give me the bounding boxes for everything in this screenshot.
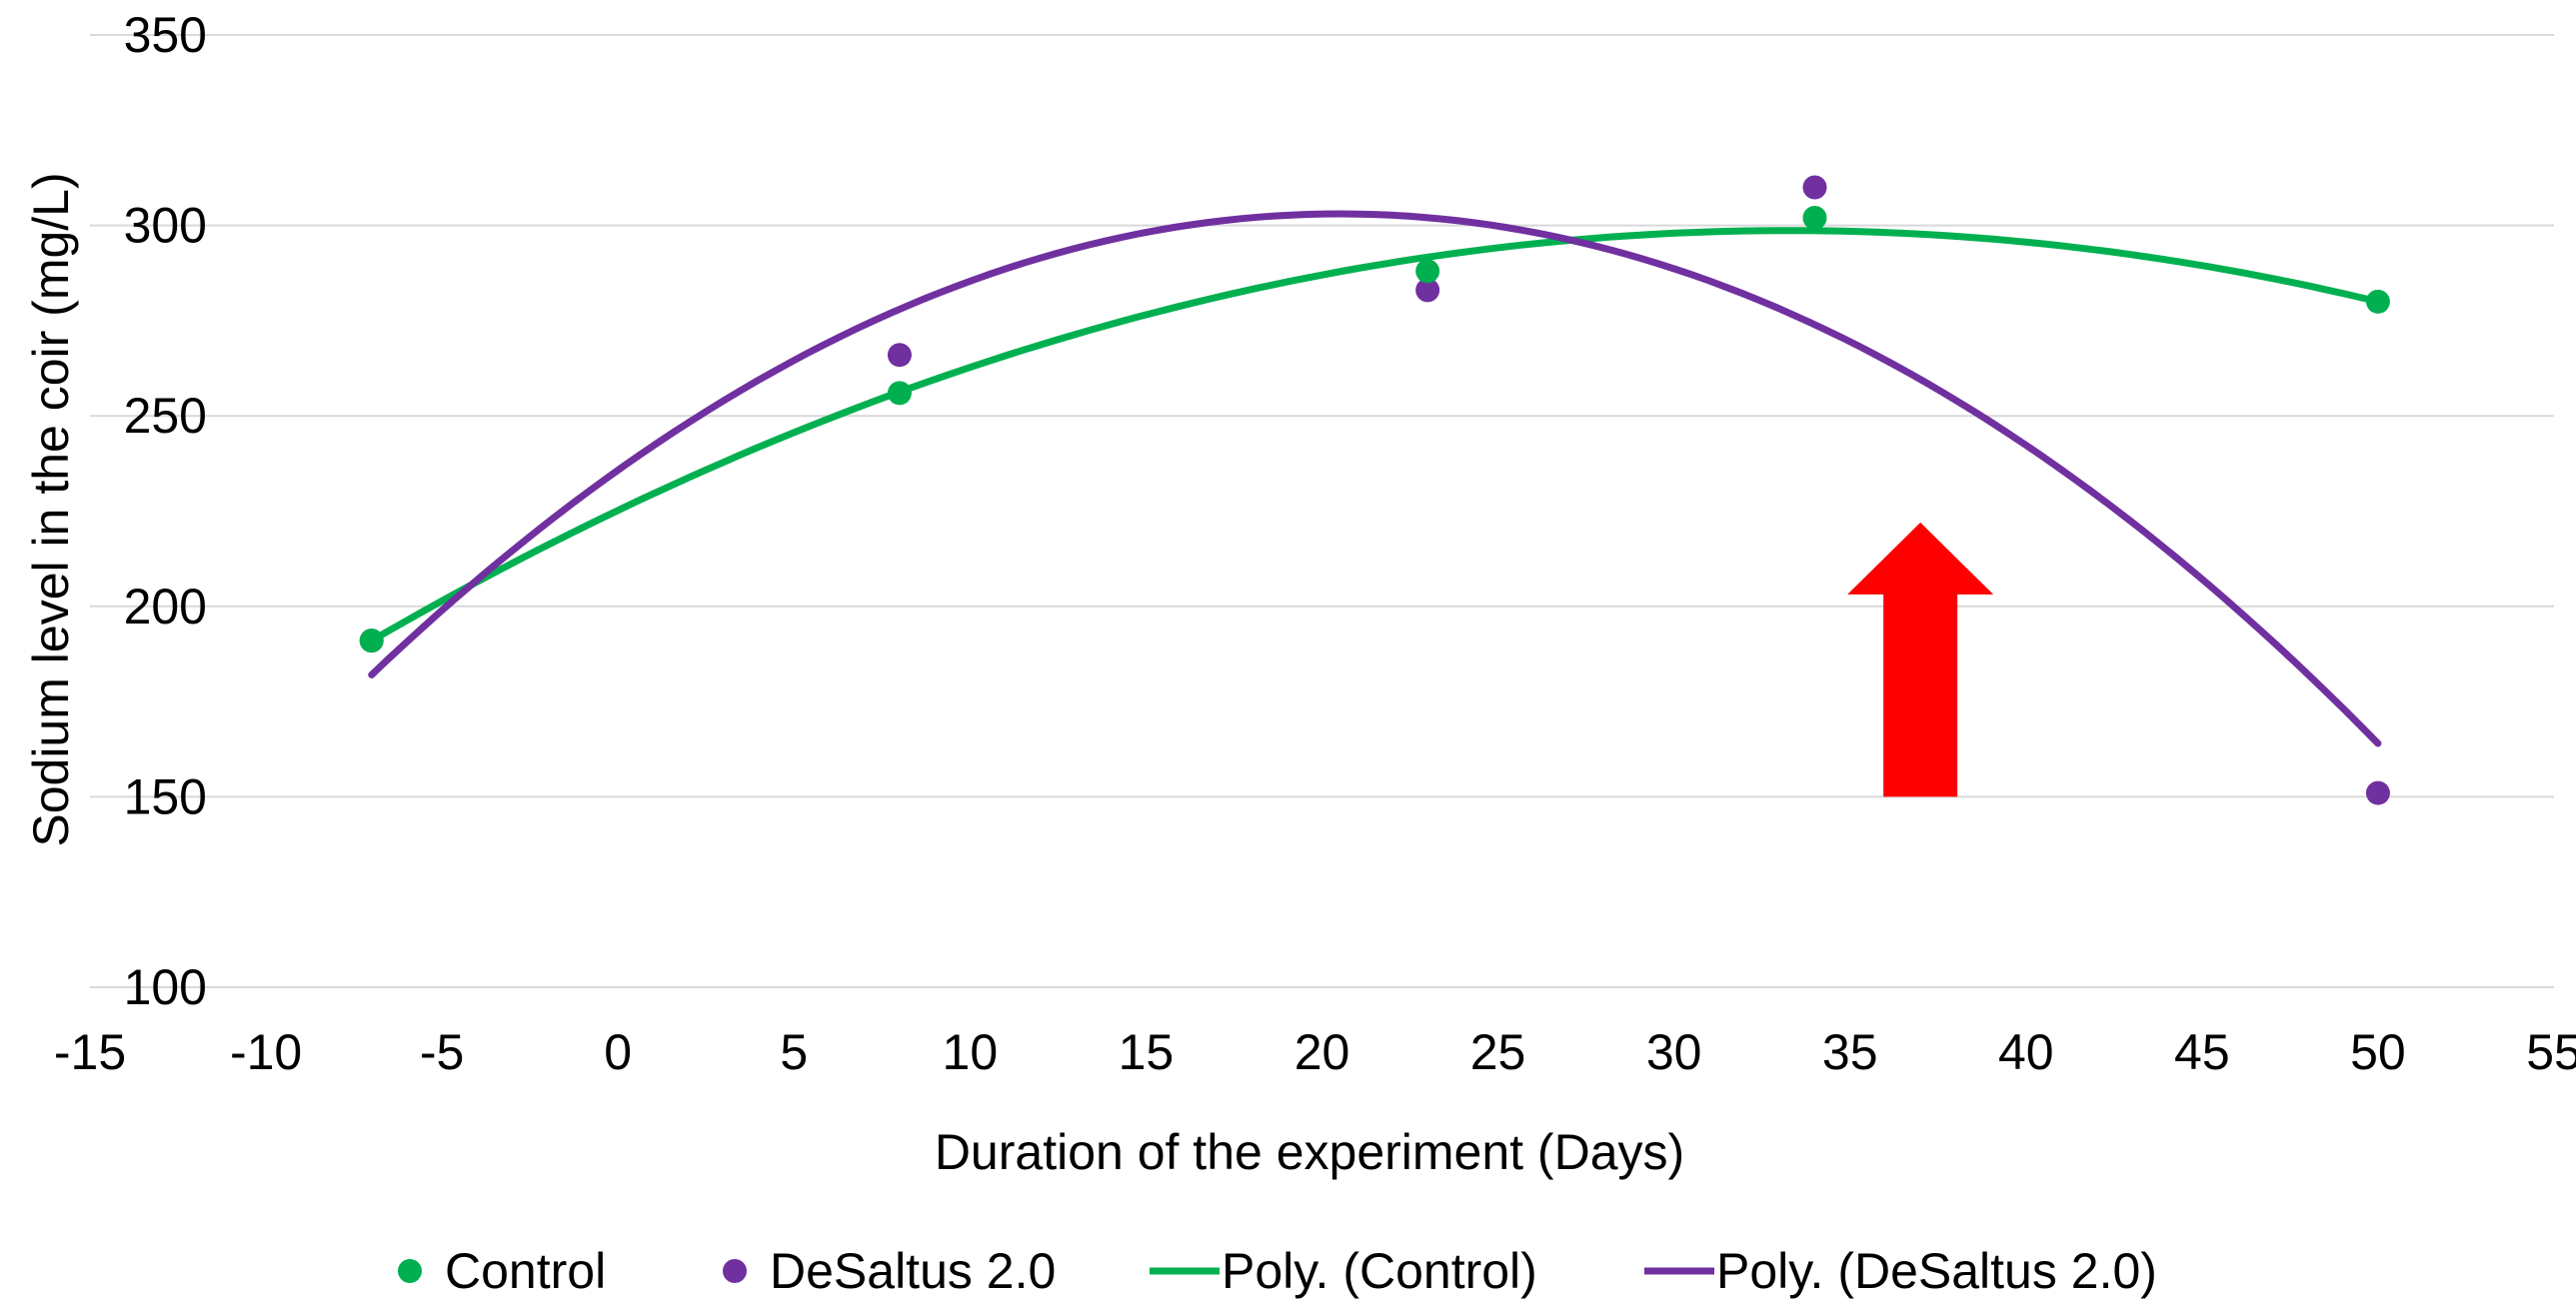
legend-label: DeSaltus 2.0 [770, 1243, 1056, 1299]
x-tick-label: -5 [420, 1024, 464, 1080]
x-tick-label: 50 [2350, 1024, 2406, 1080]
legend-label: Control [445, 1243, 606, 1299]
y-tick-label: 100 [124, 959, 207, 1015]
y-axis-ticks: 100 150 200 250 300 350 [124, 7, 207, 1015]
data-point [359, 629, 384, 653]
trendlines [368, 210, 2382, 747]
x-tick-label: -15 [54, 1024, 126, 1080]
gridlines [90, 34, 2554, 988]
legend-label: Poly. (DeSaltus 2.0) [1716, 1243, 2157, 1299]
x-tick-label: 40 [1998, 1024, 2054, 1080]
trendline [368, 210, 2382, 747]
x-tick-label: -10 [230, 1024, 302, 1080]
x-tick-label: 0 [604, 1024, 632, 1080]
x-tick-label: 15 [1119, 1024, 1175, 1080]
x-tick-label: 35 [1822, 1024, 1878, 1080]
y-tick-label: 250 [124, 388, 207, 444]
x-tick-label: 10 [943, 1024, 999, 1080]
legend-marker [398, 1259, 422, 1283]
x-tick-label: 25 [1470, 1024, 1526, 1080]
data-point [1415, 259, 1440, 284]
legend: Control DeSaltus 2.0 Poly. (Control) Poly. … [398, 1243, 2157, 1299]
data-point [2365, 780, 2390, 805]
data-point [1415, 278, 1440, 303]
x-tick-label: 30 [1646, 1024, 1702, 1080]
data-point [2365, 289, 2390, 314]
data-point [887, 343, 912, 368]
red-arrow-icon [1847, 522, 1994, 797]
x-axis-ticks: -15 -10 -5 0 5 10 15 20 25 30 35 40 45 50 55 [54, 1024, 2576, 1080]
data-point [1802, 175, 1827, 200]
x-tick-label: 55 [2526, 1024, 2576, 1080]
y-tick-label: 300 [124, 198, 207, 254]
x-axis-title: Duration of the experiment (Days) [935, 1124, 1684, 1180]
data-point [1802, 205, 1827, 230]
y-tick-label: 150 [124, 768, 207, 824]
data-point [887, 381, 912, 406]
y-tick-label: 350 [124, 7, 207, 63]
legend-marker [723, 1259, 747, 1283]
x-tick-label: 20 [1294, 1024, 1350, 1080]
y-tick-label: 200 [124, 579, 207, 635]
legend-label: Poly. (Control) [1222, 1243, 1537, 1299]
annotations [1847, 522, 1994, 797]
x-tick-label: 45 [2174, 1024, 2230, 1080]
y-axis-title: Sodium level in the coir (mg/L) [23, 172, 79, 846]
x-tick-label: 5 [780, 1024, 808, 1080]
data-points [359, 175, 2390, 805]
trendline [368, 227, 2382, 645]
